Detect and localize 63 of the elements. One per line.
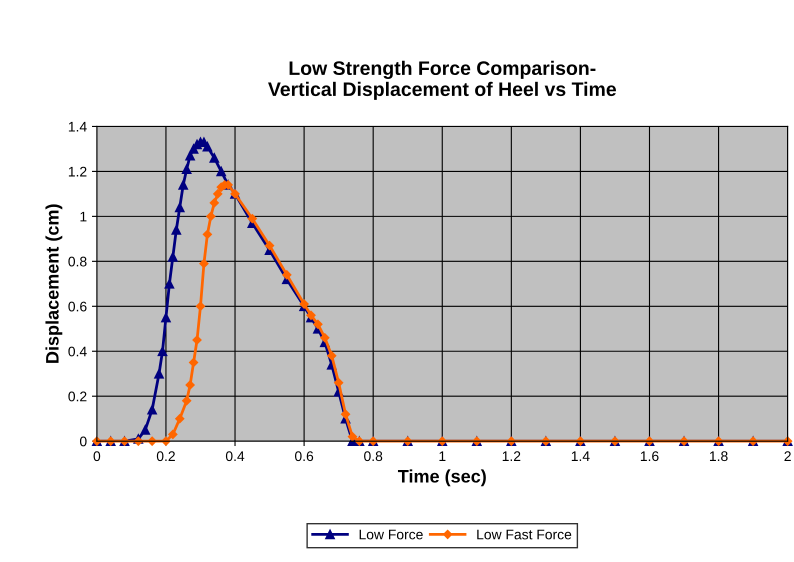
- y-tick-label: 0.2: [68, 392, 86, 402]
- point: [188, 358, 198, 368]
- y-tick-label: 0: [80, 436, 87, 446]
- x-tick-label: 1.8: [710, 451, 728, 462]
- point: [168, 430, 178, 440]
- chart-title: Low Strength Force Comparison- Vertical Displacement of Heel vs Time: [268, 60, 616, 100]
- point: [313, 320, 323, 329]
- point: [171, 224, 182, 235]
- point: [186, 380, 195, 390]
- x-tick-label: 0.6: [294, 451, 314, 462]
- point: [164, 278, 174, 289]
- point: [192, 335, 202, 345]
- point: [206, 212, 216, 221]
- point: [340, 410, 350, 419]
- point: [161, 436, 171, 446]
- point: [140, 425, 150, 435]
- x-axis-title: Time (sec): [398, 469, 486, 486]
- x-tick-label: 0: [94, 451, 100, 462]
- point: [199, 258, 209, 268]
- y-tick-label: 1.2: [68, 166, 86, 176]
- x-tick-label: 1.6: [640, 451, 659, 462]
- point: [185, 150, 195, 161]
- legend-label: Low Force: [360, 530, 423, 540]
- point: [174, 202, 185, 212]
- x-tick-label: 0.8: [364, 451, 382, 462]
- point: [168, 252, 178, 262]
- y-axis-title: Displacement (cm): [45, 204, 62, 363]
- point: [158, 346, 168, 356]
- x-tick-label: 1.2: [502, 451, 520, 461]
- x-tick-label: 1.4: [572, 451, 590, 461]
- point: [210, 198, 219, 208]
- point: [248, 214, 257, 224]
- x-tick-label: 0.2: [156, 451, 175, 462]
- point: [147, 404, 157, 415]
- point: [175, 414, 184, 424]
- point: [202, 230, 212, 239]
- point: [264, 240, 274, 250]
- point: [209, 153, 220, 163]
- y-tick-label: 1: [80, 212, 86, 222]
- point: [182, 396, 192, 406]
- point: [154, 368, 164, 379]
- point: [182, 164, 192, 174]
- point: [282, 270, 292, 280]
- legend-label: Low Fast Force: [477, 530, 572, 540]
- point: [334, 378, 344, 388]
- point: [213, 189, 222, 199]
- y-tick-label: 0.4: [68, 346, 87, 356]
- point: [348, 432, 358, 442]
- point: [327, 351, 336, 360]
- point: [178, 180, 188, 190]
- point: [216, 166, 226, 176]
- x-tick-label: 1: [439, 451, 446, 461]
- point: [161, 312, 171, 322]
- point: [299, 299, 309, 309]
- point: [306, 310, 316, 320]
- point: [202, 142, 212, 152]
- x-tick-label: 0.4: [226, 451, 244, 462]
- y-tick-label: 0.6: [68, 302, 87, 312]
- x-tick-label: 2: [784, 451, 791, 461]
- y-tick-label: 1.4: [68, 122, 87, 132]
- y-tick-label: 0.8: [68, 256, 87, 266]
- point: [320, 333, 330, 342]
- point: [196, 302, 206, 311]
